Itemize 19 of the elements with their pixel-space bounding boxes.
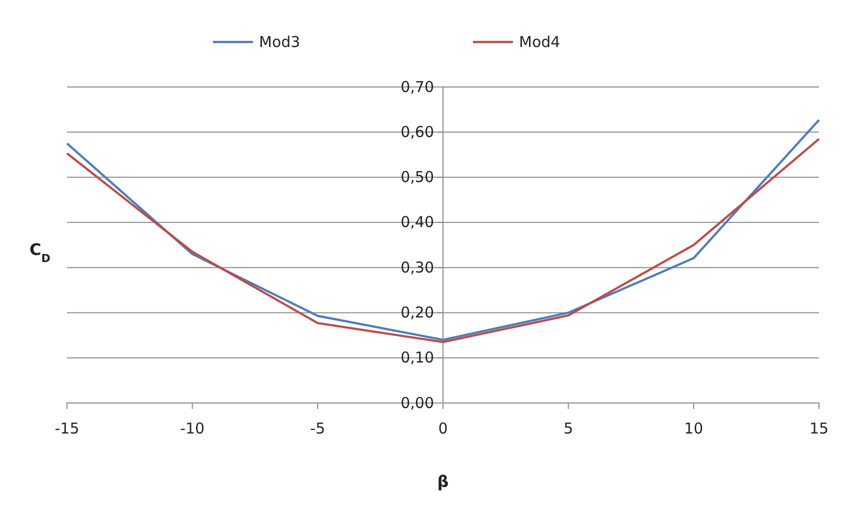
y-tick-label: 0,20 [400,304,434,322]
x-tick-label: 15 [809,420,829,438]
x-tick-label: 0 [438,420,448,438]
y-tick-label: 0,70 [400,78,434,96]
y-tick-label: 0,50 [400,168,434,186]
x-tick-label: 10 [684,420,704,438]
x-axis-title: β [437,472,449,491]
x-tick-label: -15 [54,420,80,438]
y-tick-label: 0,10 [400,348,434,367]
legend-label: Mod4 [519,33,560,51]
x-tick-label: -10 [180,420,205,438]
y-axis-title: C$_{D}$ [30,240,50,264]
y-tick-label: 0,60 [400,122,434,141]
y-tick-label: 0,00 [400,394,434,412]
y-tick-label: 0,30 [400,258,434,276]
legend-label: Mod3 [259,33,300,51]
x-tick-label: 5 [564,420,574,438]
x-tick-label: -5 [310,420,326,438]
y-tick-label: 0,40 [400,213,434,232]
